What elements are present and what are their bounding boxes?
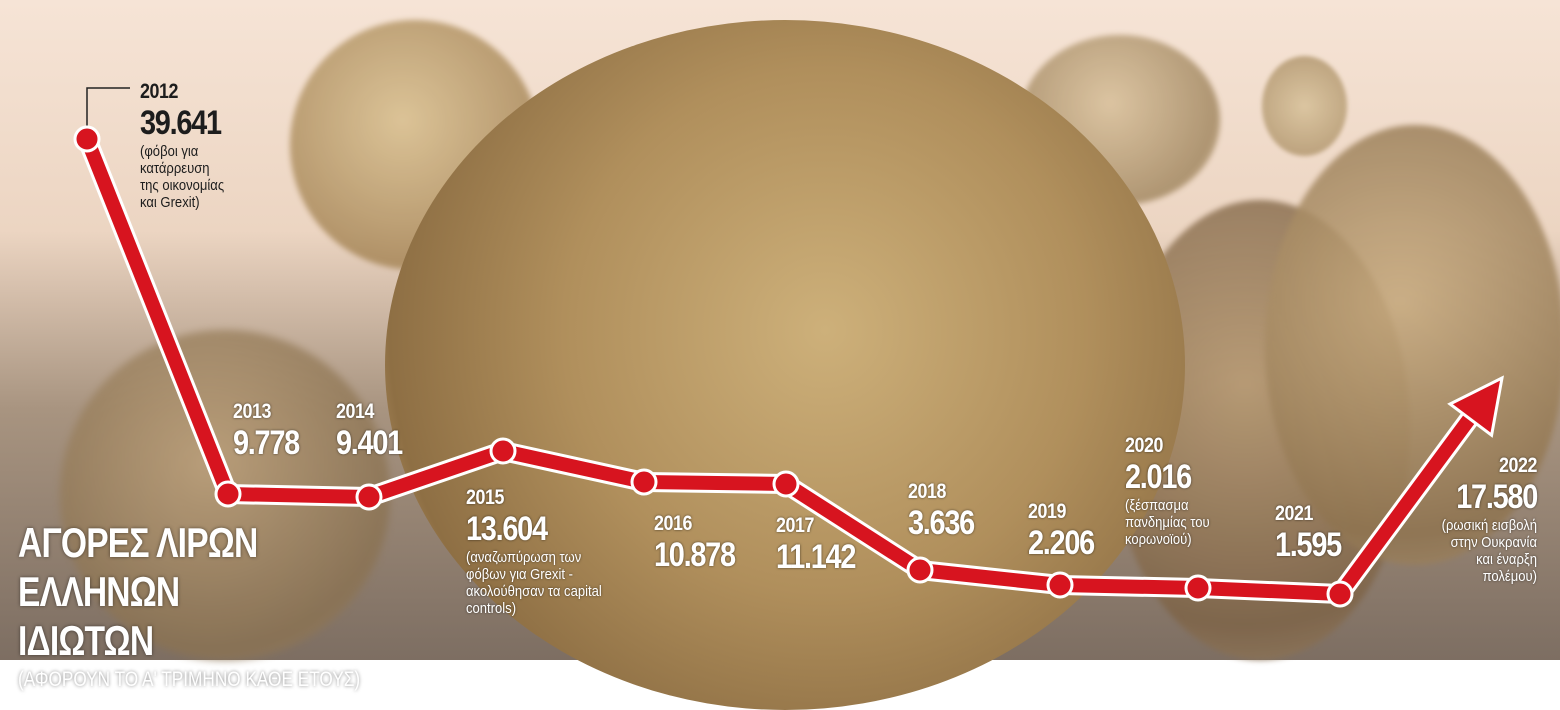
coin-image (1262, 56, 1347, 156)
chart-title: ΑΓΟΡΕΣ ΛΙΡΩΝ ΕΛΛΗΝΩΝ ΙΔΙΩΤΩΝ (18, 519, 258, 664)
value-label: 1.595 (1275, 526, 1342, 564)
data-point-2013 (214, 480, 242, 508)
year-label: 2017 (776, 514, 815, 537)
annotation: (αναζωπύρωση των φόβων για Grexit - ακολ… (466, 550, 602, 617)
year-label: 2018 (908, 480, 947, 503)
value-label: 13.604 (466, 510, 548, 548)
year-label: 2016 (654, 512, 693, 535)
value-label: 9.401 (336, 424, 403, 462)
data-label-2020: 2020 2.016 (ξέσπασμα πανδημίας του κορωνοϊ… (1125, 434, 1219, 549)
year-label: 2019 (1028, 500, 1067, 523)
year-label: 2013 (233, 400, 272, 423)
line-chart (73, 87, 1505, 608)
annotation: (φόβοι για κατάρρευση της οικονομίας και… (140, 144, 225, 211)
year-label: 2021 (1275, 502, 1314, 525)
value-label: 3.636 (908, 504, 975, 542)
data-label-2018: 2018 3.636 (908, 480, 986, 542)
chart-subtitle: (ΑΦΟΡΟΥΝ ΤΟ Α' ΤΡΙΜΗΝΟ ΚΑΘΕ ΕΤΟΥΣ) (18, 668, 361, 691)
data-label-2015: 2015 13.604 (αναζωπύρωση των φόβων για Gre… (466, 486, 617, 618)
value-label: 9.778 (233, 424, 300, 462)
data-point-2018 (906, 556, 934, 584)
year-label: 2022 (1498, 454, 1537, 477)
data-label-2013: 2013 9.778 (233, 400, 311, 462)
value-label: 39.641 (140, 104, 222, 142)
data-point-2019 (1046, 571, 1074, 599)
data-label-2012: 2012 39.641 (φόβοι για κατάρρευση της οικο… (140, 80, 235, 212)
data-label-2021: 2021 1.595 (1275, 502, 1353, 564)
data-point-2020 (1184, 574, 1212, 602)
value-label: 2.016 (1125, 458, 1192, 496)
value-label: 11.142 (776, 538, 856, 576)
data-point-2016 (630, 468, 658, 496)
data-label-2019: 2019 2.206 (1028, 500, 1106, 562)
arrow-head-2022 (1447, 375, 1505, 438)
year-label: 2014 (336, 400, 375, 423)
year-label: 2020 (1125, 434, 1164, 457)
data-label-2016: 2016 10.878 (654, 512, 749, 574)
value-label: 2.206 (1028, 524, 1095, 562)
data-point-2012 (73, 125, 101, 153)
data-label-2017: 2017 11.142 (776, 514, 869, 576)
chart-title-block: ΑΓΟΡΕΣ ΛΙΡΩΝ ΕΛΛΗΝΩΝ ΙΔΙΩΤΩΝ (ΑΦΟΡΟΥΝ ΤΟ… (18, 518, 435, 692)
data-point-2021 (1326, 580, 1354, 608)
leader-line-2012 (86, 87, 130, 139)
data-label-2014: 2014 9.401 (336, 400, 414, 462)
data-point-2017 (772, 470, 800, 498)
year-label: 2012 (140, 80, 179, 103)
data-point-2015 (489, 437, 517, 465)
value-label: 17.580 (1456, 478, 1538, 516)
value-label: 10.878 (654, 536, 736, 574)
data-point-2014 (355, 483, 383, 511)
data-label-2022: 2022 17.580 (ρωσική εισβολή στην Ουκρανία … (1431, 454, 1539, 586)
year-label: 2015 (466, 486, 505, 509)
annotation: (ρωσική εισβολή στην Ουκρανία και έναρξη… (1441, 518, 1537, 585)
annotation: (ξέσπασμα πανδημίας του κορωνοϊού) (1125, 498, 1210, 548)
